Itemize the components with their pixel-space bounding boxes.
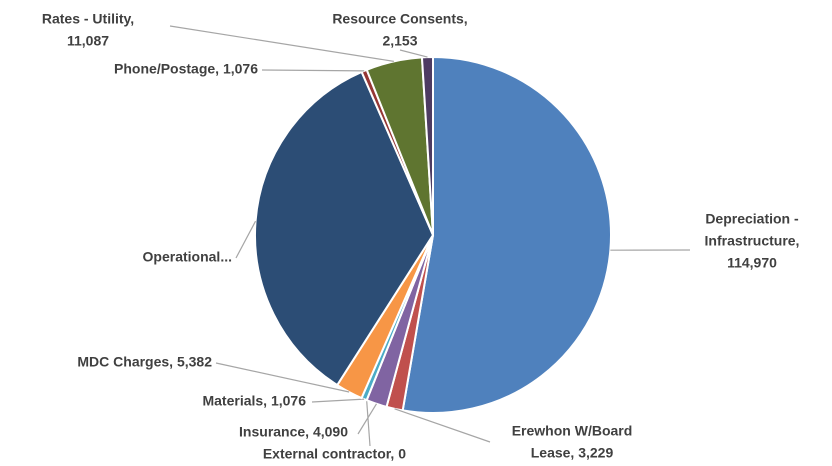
data-label: Operational... (143, 249, 232, 265)
data-label: 11,087 (67, 33, 109, 49)
pie-slice (420, 55, 434, 236)
data-label: 114,970 (727, 255, 777, 271)
data-label: Erewhon W/Board (512, 423, 633, 439)
data-label: Depreciation - (705, 211, 799, 227)
leader-line (357, 403, 377, 435)
data-label: Insurance, 4,090 (239, 424, 348, 440)
leader-line (399, 49, 428, 58)
pie-slice (254, 70, 435, 387)
data-label: Resource Consents, (332, 11, 467, 27)
leader-line (169, 25, 394, 62)
data-label: Infrastructure, (705, 233, 800, 249)
leader-line (366, 400, 371, 447)
leader-line (394, 408, 491, 443)
data-label: 2,153 (382, 33, 417, 49)
data-label: Materials, 1,076 (202, 393, 306, 409)
leader-line (261, 69, 365, 72)
leader-line (311, 398, 365, 403)
data-label: External contractor, 0 (263, 446, 406, 462)
leader-line (235, 220, 257, 259)
data-label: MDC Charges, 5,382 (77, 354, 212, 370)
data-label: Rates - Utility, (42, 11, 134, 27)
leader-line (215, 362, 350, 393)
pie-slice (401, 55, 612, 414)
data-label: Phone/Postage, 1,076 (114, 61, 258, 77)
data-label: Lease, 3,229 (531, 445, 614, 461)
